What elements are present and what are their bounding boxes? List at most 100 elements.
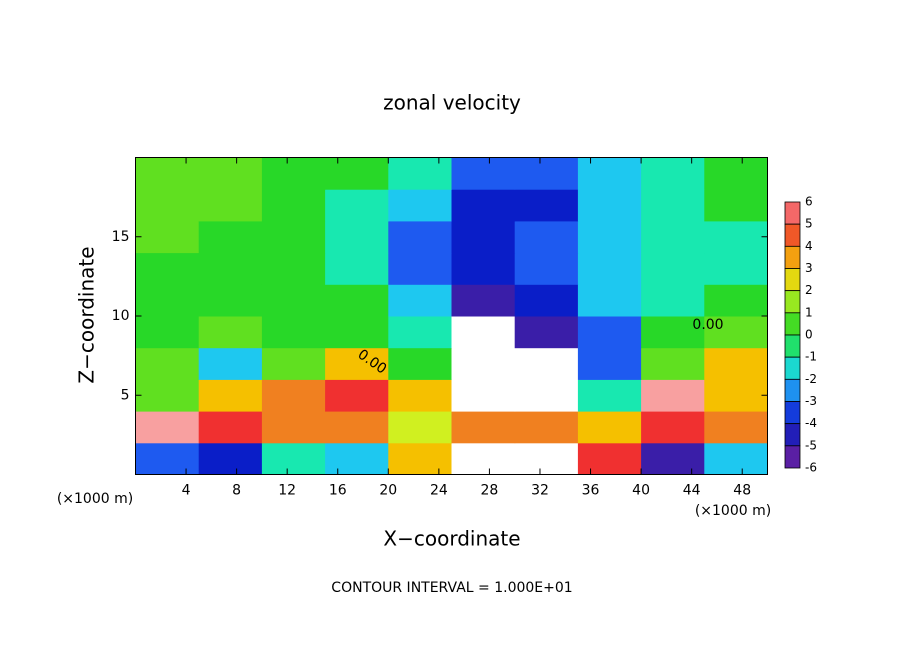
x-tick-label: 8 <box>232 483 241 499</box>
x-unit-right: (×1000 m) <box>695 503 771 519</box>
heat-cell <box>261 316 326 349</box>
colorbar-label: -2 <box>805 372 817 386</box>
colorbar-label: 3 <box>805 261 813 275</box>
x-tick-label: 28 <box>481 483 499 499</box>
footer: CONTOUR INTERVAL = 1.000E+01 <box>331 580 572 596</box>
heat-cell <box>451 316 516 349</box>
heat-cell <box>577 411 642 444</box>
heat-cell <box>577 379 642 412</box>
heat-cell <box>261 252 326 285</box>
heat-cell <box>261 157 326 190</box>
heat-cell <box>261 411 326 444</box>
x-tick-label: 16 <box>329 483 347 499</box>
heat-cell <box>388 220 452 254</box>
heat-cell <box>388 379 452 412</box>
heat-cell <box>198 189 263 222</box>
heat-cell <box>577 252 642 285</box>
heat-cell <box>641 411 705 444</box>
heat-cell <box>514 316 579 349</box>
heat-cell <box>514 157 579 190</box>
heat-cell <box>325 220 389 254</box>
heat-cell <box>514 347 579 380</box>
heat-cell <box>135 189 200 222</box>
heat-cell <box>388 411 452 444</box>
heat-cell <box>641 442 705 475</box>
contour-label: 0.00 <box>692 317 723 333</box>
colorbar-label: -1 <box>805 350 817 364</box>
heat-cell <box>704 379 768 412</box>
heat-cell <box>704 284 768 317</box>
colorbar-label: -6 <box>805 461 817 475</box>
colorbar-segment <box>784 378 801 402</box>
x-tick-label: 36 <box>582 483 600 499</box>
heat-cell <box>325 411 389 444</box>
heat-cell <box>388 189 452 222</box>
heat-cell <box>704 189 768 222</box>
heat-cell <box>451 189 516 222</box>
colorbar-segment <box>784 334 801 358</box>
colorbar-segment <box>784 423 801 447</box>
heat-cell <box>514 411 579 444</box>
chart-title: zonal velocity <box>383 91 521 115</box>
heat-cell <box>577 284 642 317</box>
heat-cell <box>388 442 452 475</box>
heat-cell <box>704 316 768 349</box>
heat-cell <box>514 189 579 222</box>
heat-cell <box>641 316 705 349</box>
colorbar-label: -5 <box>805 438 817 452</box>
colorbar-label: 4 <box>805 239 813 253</box>
colorbar-label: -3 <box>805 394 817 408</box>
heat-cell <box>198 379 263 412</box>
heat-cell <box>641 347 705 380</box>
heat-cell <box>135 379 200 412</box>
colorbar-segment <box>784 445 801 469</box>
heat-cell <box>451 220 516 254</box>
heat-cell <box>704 157 768 190</box>
heat-cell <box>135 347 200 380</box>
heat-cell <box>261 189 326 222</box>
heat-cell <box>388 252 452 285</box>
heat-cell <box>198 347 263 380</box>
heat-cell <box>325 157 389 190</box>
heat-cell <box>198 252 263 285</box>
heat-cell <box>641 284 705 317</box>
heat-cell <box>325 316 389 349</box>
heat-cell <box>451 347 516 380</box>
colorbar-label: 0 <box>805 328 813 342</box>
heat-cell <box>135 442 200 475</box>
x-tick-label: 40 <box>632 483 650 499</box>
heat-cell <box>135 220 200 254</box>
heat-cell <box>325 189 389 222</box>
heat-cell <box>198 220 263 254</box>
y-tick-label: 10 <box>112 308 130 324</box>
x-tick-label: 20 <box>379 483 397 499</box>
heat-cell <box>577 347 642 380</box>
heat-cell <box>198 157 263 190</box>
x-axis-label: X−coordinate <box>383 527 520 551</box>
heat-cell <box>704 442 768 475</box>
heat-cell <box>577 316 642 349</box>
heat-cell <box>388 157 452 190</box>
heat-cell <box>577 189 642 222</box>
x-tick-label: 24 <box>430 483 448 499</box>
heat-cell <box>514 379 579 412</box>
heat-cell <box>704 411 768 444</box>
heat-cell <box>135 411 200 444</box>
heat-cell <box>641 220 705 254</box>
y-axis-label: Z−coordinate <box>75 246 99 383</box>
colorbar-segment <box>784 223 801 247</box>
x-tick-label: 12 <box>278 483 296 499</box>
colorbar-segment <box>784 401 801 425</box>
heat-cell <box>261 347 326 380</box>
heat-cell <box>641 157 705 190</box>
colorbar-label: 2 <box>805 283 813 297</box>
heat-cell <box>641 379 705 412</box>
heat-cell <box>704 220 768 254</box>
y-tick-label: 15 <box>112 229 130 245</box>
colorbar-label: -4 <box>805 416 817 430</box>
heat-cell <box>135 316 200 349</box>
heat-cell <box>577 220 642 254</box>
colorbar-segment <box>784 290 801 314</box>
y-tick-label: 5 <box>121 387 130 403</box>
